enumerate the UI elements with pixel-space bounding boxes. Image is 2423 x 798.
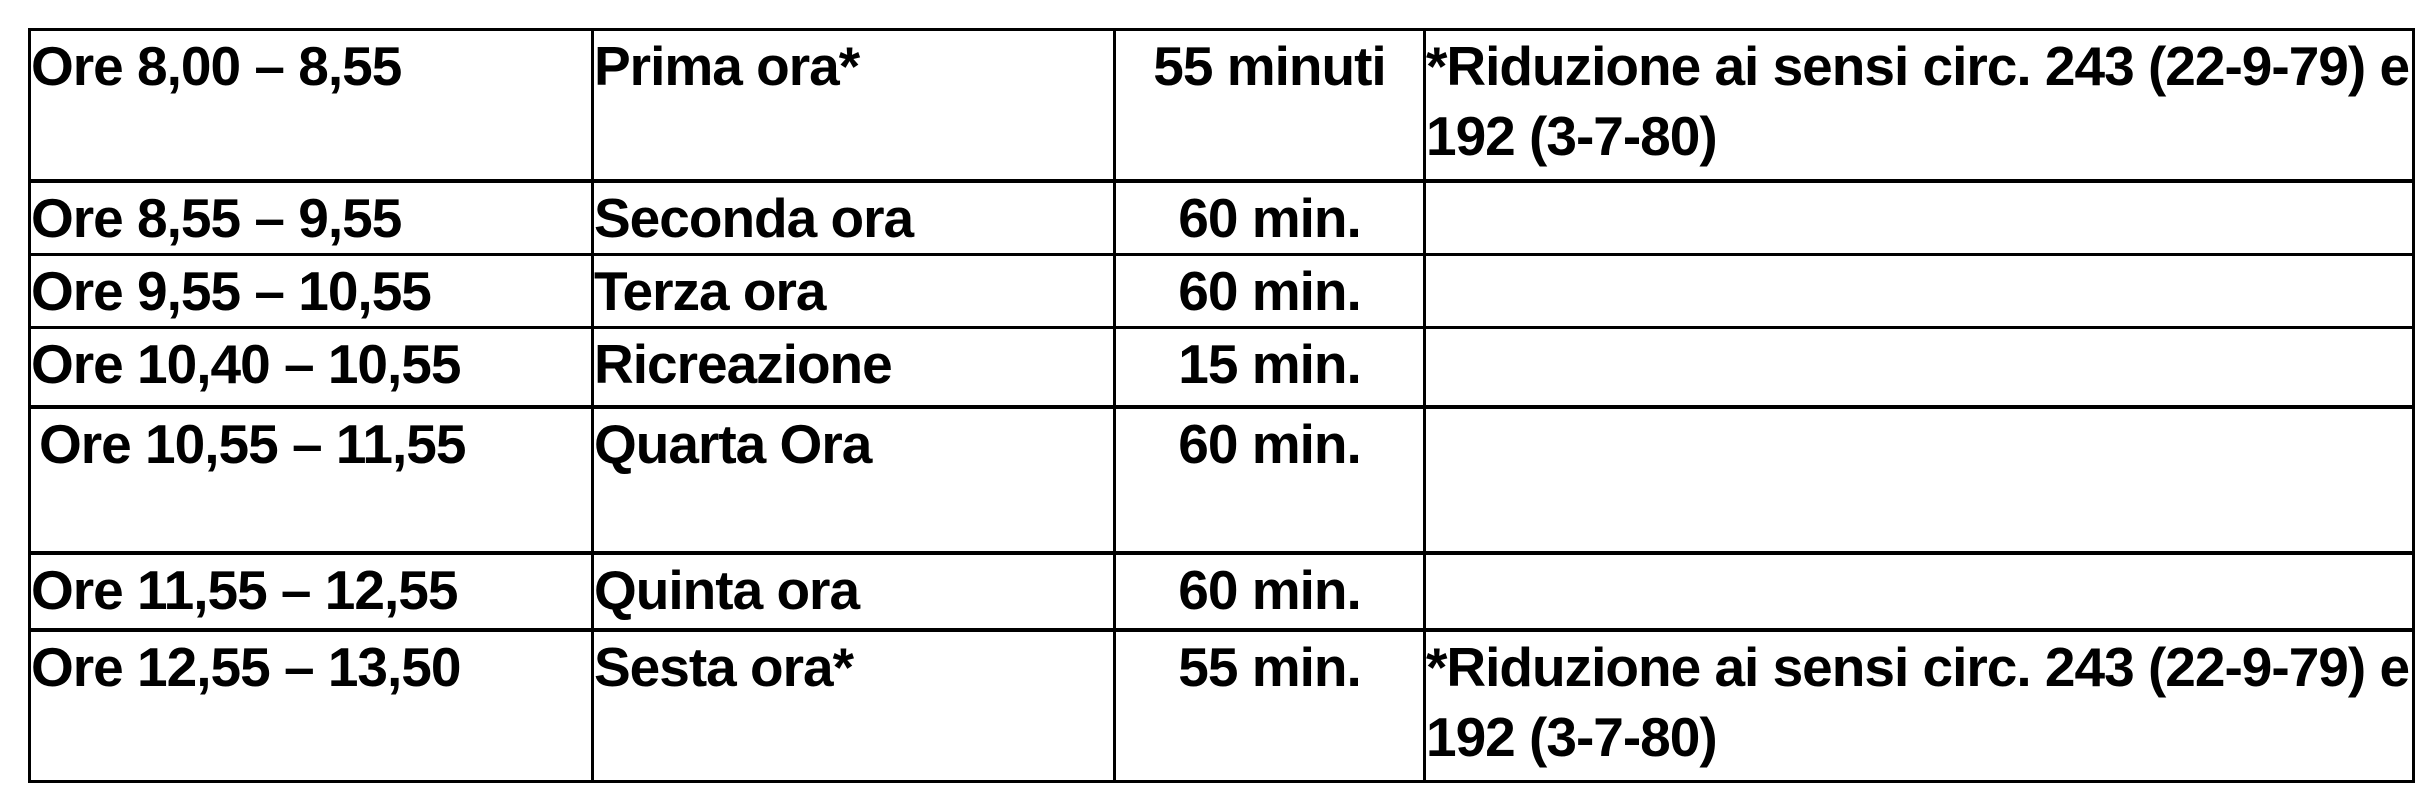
table-row: Ore 8,00 – 8,55 Prima ora* 55 minuti *Ri… [28, 28, 2415, 182]
period-cell: Prima ora* [591, 28, 1116, 182]
duration-cell: 55 min. [1113, 628, 1426, 783]
table-row: Ore 9,55 – 10,55 Terza ora 60 min. [28, 252, 2415, 329]
period-cell: Sesta ora* [591, 628, 1116, 783]
time-cell: Ore 8,55 – 9,55 [28, 178, 594, 256]
time-cell: Ore 10,55 – 11,55 [28, 405, 594, 555]
note-cell [1423, 405, 2415, 555]
note-line: *Riduzione ai sensi circ. 243 (22-9-79) … [1426, 636, 2410, 698]
duration-cell: 60 min. [1113, 252, 1426, 329]
note-cell: *Riduzione ai sensi circ. 243 (22-9-79) … [1423, 628, 2415, 783]
duration-cell: 15 min. [1113, 325, 1426, 409]
duration-cell: 60 min. [1113, 405, 1426, 555]
period-cell: Terza ora [591, 252, 1116, 329]
schedule-table: Ore 8,00 – 8,55 Prima ora* 55 minuti *Ri… [28, 28, 2415, 783]
table-row: Ore 8,55 – 9,55 Seconda ora 60 min. [28, 178, 2415, 256]
duration-cell: 60 min. [1113, 178, 1426, 256]
time-cell: Ore 9,55 – 10,55 [28, 252, 594, 329]
period-cell: Quarta Ora [591, 405, 1116, 555]
duration-cell: 55 minuti [1113, 28, 1426, 182]
note-cell [1423, 551, 2415, 632]
note-cell [1423, 252, 2415, 329]
note-cell: *Riduzione ai sensi circ. 243 (22-9-79) … [1423, 28, 2415, 182]
time-cell: Ore 12,55 – 13,50 [28, 628, 594, 783]
table-row: Ore 11,55 – 12,55 Quinta ora 60 min. [28, 551, 2415, 632]
table-row: Ore 10,40 – 10,55 Ricreazione 15 min. [28, 325, 2415, 409]
period-cell: Quinta ora [591, 551, 1116, 632]
duration-cell: 60 min. [1113, 551, 1426, 632]
table-row: Ore 12,55 – 13,50 Sesta ora* 55 min. *Ri… [28, 628, 2415, 783]
period-cell: Seconda ora [591, 178, 1116, 256]
note-line: *Riduzione ai sensi circ. 243 (22-9-79) … [1426, 35, 2410, 97]
time-cell: Ore 10,40 – 10,55 [28, 325, 594, 409]
time-cell: Ore 11,55 – 12,55 [28, 551, 594, 632]
note-line: 192 (3-7-80) [1426, 105, 1718, 167]
note-line: 192 (3-7-80) [1426, 706, 1718, 768]
time-cell: Ore 8,00 – 8,55 [28, 28, 594, 182]
table-row: Ore 10,55 – 11,55 Quarta Ora 60 min. [28, 405, 2415, 555]
period-cell: Ricreazione [591, 325, 1116, 409]
note-cell [1423, 325, 2415, 409]
note-cell [1423, 178, 2415, 256]
